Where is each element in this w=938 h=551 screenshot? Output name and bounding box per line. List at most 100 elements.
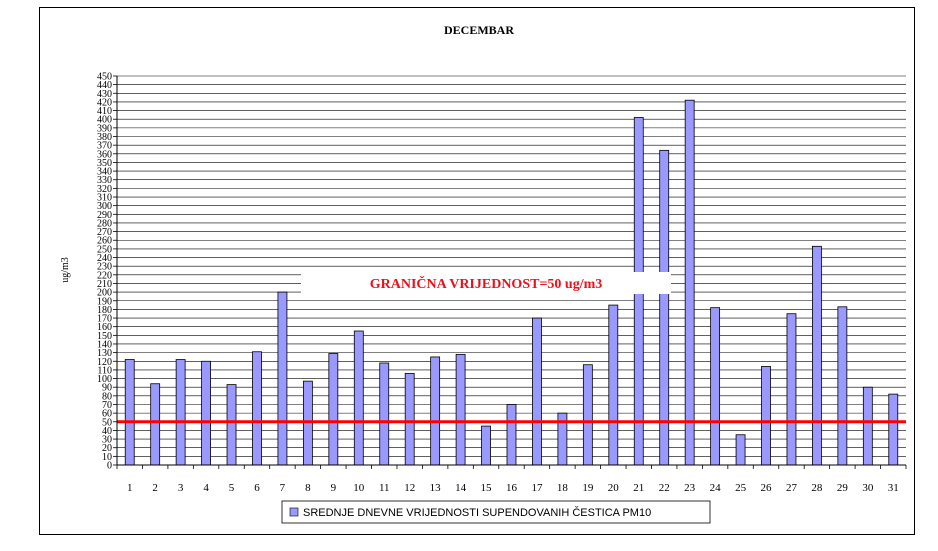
x-tick-label: 28 — [811, 482, 823, 494]
bar — [226, 384, 237, 466]
y-tick-label: 450 — [97, 72, 112, 83]
x-tick-label: 19 — [582, 482, 594, 494]
bar — [608, 304, 619, 466]
x-tick-label: 11 — [379, 482, 390, 494]
x-tick-label: 21 — [633, 482, 644, 494]
bar — [455, 353, 466, 466]
y-tick-label: 180 — [97, 305, 112, 316]
bar — [862, 386, 873, 466]
y-tick-label: 240 — [97, 253, 112, 264]
x-tick-label: 29 — [837, 482, 849, 494]
y-tick-label: 120 — [97, 357, 112, 368]
x-tick-label: 12 — [404, 482, 415, 494]
y-tick-label: 430 — [97, 89, 112, 100]
bar — [353, 330, 364, 466]
x-tick-label: 17 — [531, 482, 543, 494]
x-tick-label: 2 — [152, 482, 158, 494]
y-tick-label: 30 — [102, 435, 112, 446]
y-tick-label: 310 — [97, 193, 112, 204]
bar — [404, 372, 415, 466]
x-tick-label: 7 — [280, 482, 286, 494]
y-tick-label: 290 — [97, 210, 112, 221]
y-tick-label: 390 — [97, 123, 112, 134]
legend: SREDNJE DNEVNE VRIJEDNOSTI SUPENDOVANIH … — [281, 500, 711, 524]
x-tick-label: 23 — [684, 482, 696, 494]
y-tick-label: 130 — [97, 348, 112, 359]
x-axis-ticks: 1 2 3 4 5 6 7 8 9 10 11 12 13 14 15 16 17 18 19 20 21 22 23 24 2… — [116, 465, 907, 494]
bar — [252, 351, 262, 466]
y-tick-label: 40 — [102, 426, 112, 437]
bar — [761, 366, 771, 466]
y-tick-label: 370 — [97, 141, 112, 152]
y-tick-label: 270 — [97, 227, 112, 238]
y-tick-label: 260 — [97, 236, 112, 247]
y-tick-label: 280 — [97, 218, 112, 229]
x-tick-label: 22 — [659, 482, 670, 494]
bar — [379, 362, 390, 466]
y-tick-label: 160 — [97, 322, 112, 333]
bar — [532, 317, 542, 466]
y-tick-label: 80 — [102, 391, 112, 402]
bar — [124, 359, 135, 466]
y-tick-label: 110 — [97, 365, 112, 376]
x-tick-label: 1 — [127, 482, 132, 494]
bar — [735, 434, 746, 466]
y-tick-label: 360 — [97, 149, 112, 160]
x-tick-label: 16 — [506, 482, 518, 494]
bar — [812, 245, 822, 466]
y-tick-label: 170 — [97, 314, 112, 325]
bar — [582, 364, 593, 466]
bar — [684, 99, 695, 466]
bar — [888, 393, 899, 466]
axes — [116, 76, 906, 466]
y-tick-label: 90 — [102, 383, 112, 394]
bar — [328, 353, 339, 466]
y-tick-label: 140 — [97, 339, 112, 350]
chart-title: DECEMBAR — [444, 23, 514, 37]
bar — [175, 359, 186, 466]
x-tick-label: 4 — [203, 482, 209, 494]
y-axis-label: ug/m3 — [60, 257, 71, 283]
x-tick-label: 25 — [735, 482, 747, 494]
bar — [481, 425, 491, 466]
y-tick-label: 380 — [97, 132, 112, 143]
y-tick-label: 0 — [107, 461, 112, 472]
y-tick-label: 100 — [97, 374, 112, 385]
y-tick-label: 190 — [97, 296, 112, 307]
bar — [506, 404, 517, 466]
y-tick-label: 320 — [97, 184, 112, 195]
y-tick-label: 220 — [97, 270, 112, 281]
y-axis-ticks: 0102030405060708090100110120130140150160… — [97, 72, 117, 472]
x-tick-label: 18 — [557, 482, 569, 494]
annotation-background — [301, 272, 671, 294]
y-tick-label: 200 — [97, 288, 112, 299]
x-tick-label: 8 — [305, 482, 311, 494]
y-tick-label: 20 — [102, 443, 112, 454]
x-tick-label: 27 — [786, 482, 798, 494]
y-tick-label: 410 — [97, 106, 112, 117]
x-tick-label: 30 — [862, 482, 874, 494]
x-tick-label: 10 — [353, 482, 365, 494]
bar — [710, 307, 721, 466]
bar — [430, 356, 441, 466]
y-tick-label: 60 — [102, 409, 112, 420]
x-tick-label: 14 — [455, 482, 467, 494]
x-tick-label: 31 — [888, 482, 899, 494]
bar-chart: DECEMBAR 0102030405060708090100110120130… — [60, 23, 907, 524]
x-tick-label: 6 — [254, 482, 260, 494]
y-tick-label: 230 — [97, 262, 112, 273]
y-tick-label: 420 — [97, 97, 112, 108]
bar — [277, 291, 288, 466]
legend-box — [281, 500, 711, 524]
legend-swatch — [289, 507, 299, 517]
limit-annotation: GRANIČNA VRIJEDNOST=50 ug/m3 — [301, 272, 671, 294]
y-tick-label: 340 — [97, 167, 112, 178]
bar — [837, 306, 848, 466]
x-tick-label: 3 — [178, 482, 184, 494]
y-tick-label: 440 — [97, 80, 112, 91]
bars — [124, 99, 899, 466]
x-tick-label: 13 — [430, 482, 442, 494]
bar — [201, 360, 211, 466]
y-tick-label: 50 — [102, 417, 112, 428]
y-tick-label: 400 — [97, 115, 112, 126]
